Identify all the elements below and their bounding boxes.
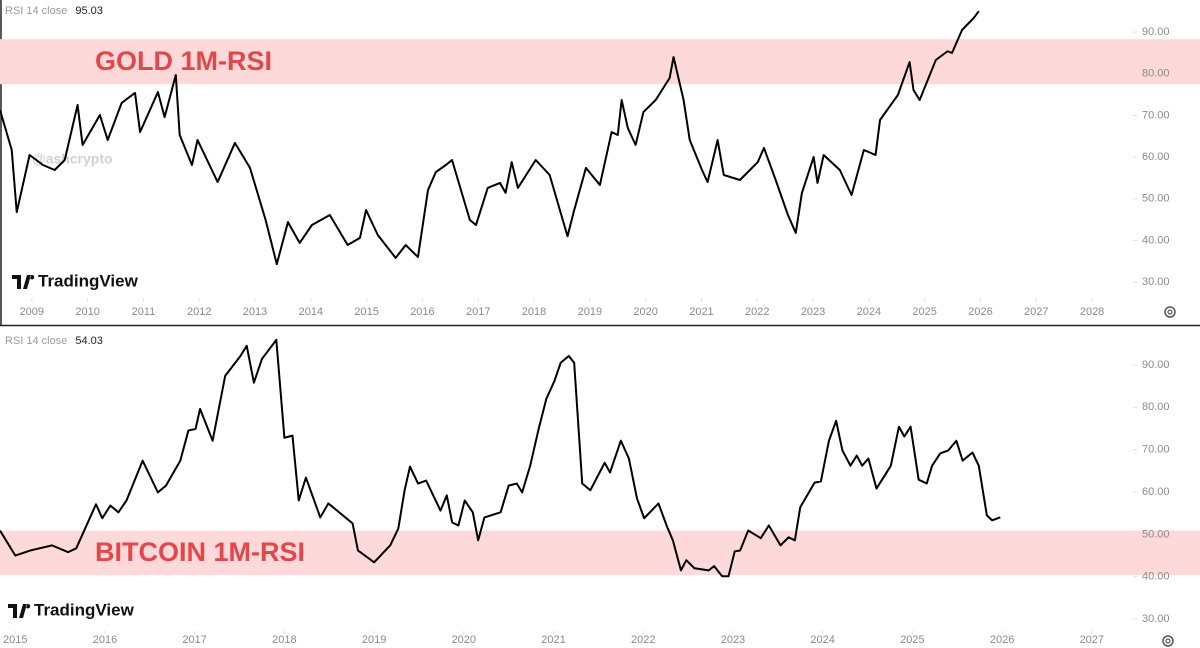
x-tick-label: 2015 — [354, 306, 378, 318]
y-tick-label: 30.00 — [1142, 613, 1170, 625]
gear[interactable] — [1164, 306, 1176, 318]
y-tick-label: 60.00 — [1142, 486, 1170, 498]
x-tick-label: 2021 — [541, 634, 565, 646]
x-tick-label: 2020 — [633, 306, 657, 318]
x-tick-label: 2017 — [466, 306, 490, 318]
x-tick-label: 2023 — [801, 306, 825, 318]
x-tick-label: 2011 — [132, 306, 156, 318]
indicator-name: RSI 14 close — [5, 335, 67, 347]
y-tick-label: 50.00 — [1142, 193, 1170, 205]
x-tick-label: 2010 — [75, 306, 99, 318]
indicator-value: 54.03 — [75, 335, 103, 347]
x-tick-label: 2025 — [912, 306, 936, 318]
y-tick-label: 80.00 — [1142, 68, 1170, 80]
y-tick-label: 90.00 — [1142, 26, 1170, 38]
x-tick-label: 2026 — [968, 306, 992, 318]
chart-title: BITCOIN 1M-RSI — [95, 537, 305, 567]
x-tick-label: 2015 — [3, 634, 27, 646]
highlight-band — [0, 530, 1200, 576]
highlight-band — [0, 39, 1200, 85]
y-tick-label: 50.00 — [1142, 528, 1170, 540]
x-tick-label: 2025 — [900, 634, 924, 646]
settings-icon[interactable] — [1164, 306, 1176, 318]
x-tick-label: 2019 — [578, 306, 602, 318]
x-tick-label: 2018 — [272, 634, 296, 646]
handle-watermark: @ashcrypto — [32, 151, 113, 167]
x-tick-label: 2019 — [362, 634, 386, 646]
x-tick-label: 2016 — [93, 634, 117, 646]
tradingview-logo: TradingView — [8, 600, 135, 619]
rsi-line — [0, 338, 1001, 578]
x-tick-label: 2018 — [522, 306, 546, 318]
x-tick-label: 2009 — [20, 306, 44, 318]
x-tick-label: 2027 — [1024, 306, 1048, 318]
indicator-name: RSI 14 close — [5, 5, 67, 17]
y-tick-label: 70.00 — [1142, 444, 1170, 456]
gear-center[interactable] — [1167, 309, 1173, 315]
x-tick-label: 2013 — [243, 306, 267, 318]
y-tick-label: 40.00 — [1142, 234, 1170, 246]
y-tick-label: 40.00 — [1142, 571, 1170, 583]
tradingview-logo: TradingView — [12, 271, 139, 290]
x-tick-label: 2024 — [857, 306, 881, 318]
watermark: TradingView — [34, 600, 135, 619]
chart-title: GOLD 1M-RSI — [95, 46, 272, 76]
x-tick-label: 2020 — [452, 634, 476, 646]
x-tick-label: 2016 — [410, 306, 434, 318]
watermark: TradingView — [38, 271, 139, 290]
x-tick-label: 2028 — [1080, 306, 1104, 318]
logo-mark — [12, 275, 35, 289]
x-tick-label: 2022 — [631, 634, 655, 646]
y-tick-label: 60.00 — [1142, 151, 1170, 163]
x-tick-label: 2024 — [810, 634, 834, 646]
logo-mark — [8, 604, 31, 618]
y-tick-label: 90.00 — [1142, 359, 1170, 371]
x-tick-label: 2017 — [182, 634, 206, 646]
indicator-value: 95.03 — [75, 5, 103, 17]
y-tick-label: 30.00 — [1142, 276, 1170, 288]
x-tick-label: 2023 — [721, 634, 745, 646]
x-tick-label: 2021 — [689, 306, 713, 318]
x-tick-label: 2027 — [1080, 634, 1104, 646]
x-tick-label: 2012 — [187, 306, 211, 318]
settings-icon[interactable] — [1162, 635, 1174, 647]
x-tick-label: 2014 — [299, 306, 323, 318]
y-tick-label: 70.00 — [1142, 109, 1170, 121]
gear-center[interactable] — [1165, 638, 1171, 644]
x-tick-label: 2026 — [990, 634, 1014, 646]
y-tick-label: 80.00 — [1142, 401, 1170, 413]
rsi-line — [0, 10, 980, 266]
x-tick-label: 2022 — [745, 306, 769, 318]
gear[interactable] — [1162, 635, 1174, 647]
